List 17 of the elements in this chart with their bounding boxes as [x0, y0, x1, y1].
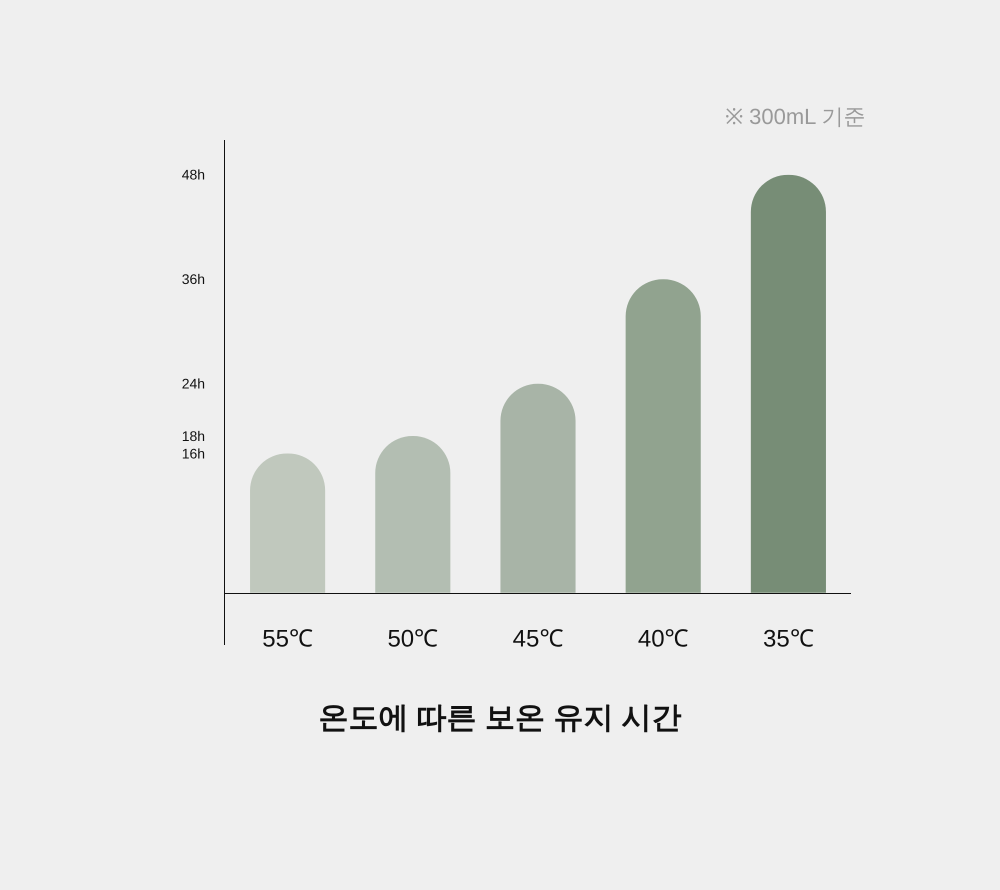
bar [750, 174, 826, 593]
y-tick-label: 18h [182, 428, 206, 444]
text: 온도에 따른 보온 유지 시간 [318, 702, 682, 734]
y-tick-label: 48h [182, 166, 206, 183]
bar [375, 436, 450, 593]
x-tick-label: 55℃ [262, 626, 313, 653]
bar [500, 384, 576, 593]
x-tick-label: 40℃ [638, 626, 689, 653]
x-tick-label: 35℃ [763, 626, 814, 653]
bar [626, 279, 701, 593]
y-tick-label: 16h [182, 445, 206, 462]
text: ※ 300mL 기준 [725, 104, 866, 129]
y-tick-label: 24h [182, 376, 206, 392]
bar [250, 453, 326, 593]
y-tick-label: 36h [182, 271, 206, 288]
x-tick-label: 45℃ [512, 626, 564, 653]
x-tick-label: 50℃ [387, 626, 438, 653]
